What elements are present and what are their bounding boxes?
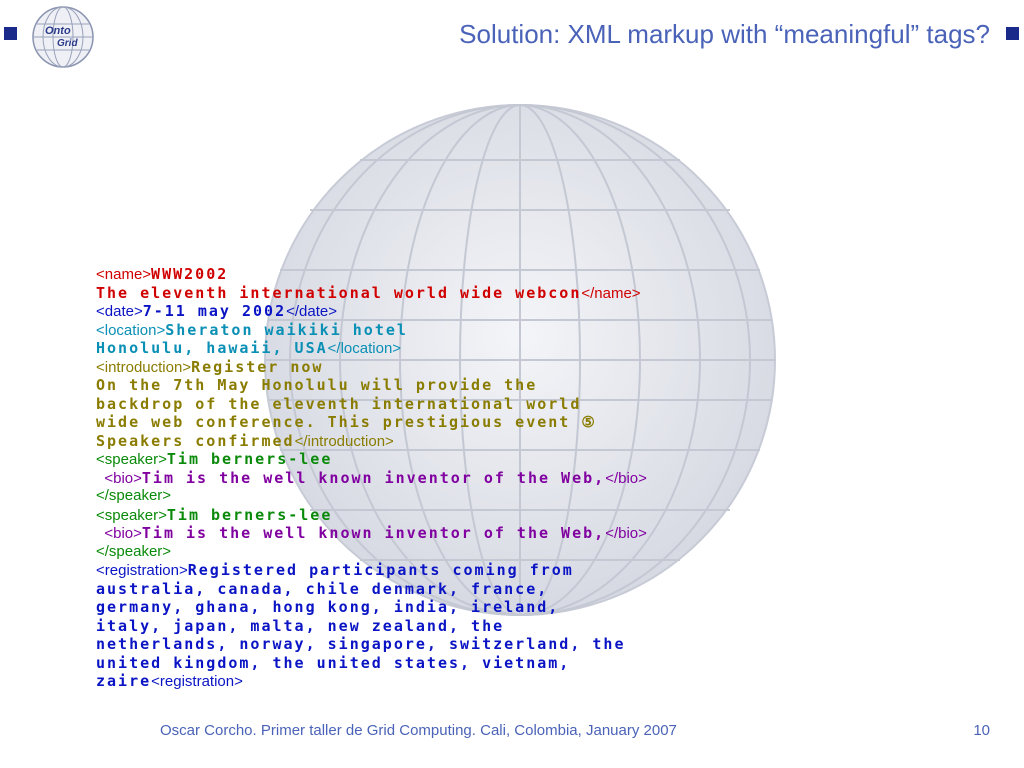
- footer-text: Oscar Corcho. Primer taller de Grid Comp…: [160, 722, 677, 739]
- garbled-text: australia, canada, chile denmark, france…: [96, 579, 549, 598]
- xml-line-registration-body: netherlands, norway, singapore, switzerl…: [96, 635, 996, 654]
- garbled-text: Honolulu, hawaii, USA: [96, 339, 328, 357]
- registration-open-tag: <registration>: [96, 562, 188, 579]
- xml-line-name-open: <name>WWW2002: [96, 265, 996, 284]
- registration-close-tag: <registration>: [151, 673, 243, 690]
- xml-line-registration-body: germany, ghana, hong kong, india, irelan…: [96, 598, 996, 617]
- garbled-text: germany, ghana, hong kong, india, irelan…: [96, 598, 560, 616]
- garbled-text: Speakers confirmed: [96, 431, 295, 450]
- garbled-text: italy, japan, malta, new zealand, the: [96, 616, 505, 635]
- xml-line-introduction-body: backdrop of the eleventh international w…: [96, 395, 996, 414]
- xml-line-introduction-close: Speakers confirmed</introduction>: [96, 432, 996, 451]
- xml-line-introduction-body: wide web conference. This prestigious ev…: [96, 413, 996, 432]
- xml-line-registration-close: zaire<registration>: [96, 672, 996, 691]
- date-open-tag: <date>: [96, 303, 143, 320]
- garbled-text: netherlands, norway, singapore, switzerl…: [96, 635, 626, 653]
- location-open-tag: <location>: [96, 321, 166, 339]
- garbled-text: zaire: [96, 672, 152, 690]
- speaker-open-tag: <speaker>: [96, 451, 167, 468]
- xml-listing: <name>WWW2002 The eleventh international…: [96, 265, 996, 691]
- garbled-text: Tim is the well known inventor of the We…: [141, 468, 606, 487]
- garbled-text: Tim is the well known inventor of the We…: [141, 524, 606, 542]
- garbled-text: wide web conference. This prestigious ev…: [96, 413, 597, 431]
- xml-line-speaker-close: </speaker>: [96, 543, 996, 562]
- xml-line-date: <date>7-11 may 2002</date>: [96, 302, 996, 321]
- name-open-tag: <name>: [96, 266, 152, 283]
- garbled-text: Register now: [191, 357, 324, 376]
- garbled-text: The eleventh international world wide we…: [96, 283, 582, 302]
- name-close-tag: </name>: [581, 284, 641, 302]
- garbled-text: backdrop of the eleventh international w…: [96, 394, 582, 413]
- location-close-tag: </location>: [327, 340, 402, 357]
- xml-line-speaker-open: <speaker>Tim berners-lee: [96, 506, 996, 525]
- speaker-close-tag: </speaker>: [96, 487, 172, 504]
- xml-line-location-body: Honolulu, hawaii, USA</location>: [96, 339, 996, 358]
- xml-line-bio: <bio>Tim is the well known inventor of t…: [96, 469, 996, 488]
- speaker-open-tag: <speaker>: [96, 506, 167, 524]
- garbled-text: On the 7th May Honolulu will provide the: [96, 376, 538, 394]
- page-number: 10: [973, 722, 990, 739]
- page-title: Solution: XML markup with “meaningful” t…: [459, 19, 990, 49]
- garbled-text: Tim berners-lee: [166, 505, 333, 524]
- bio-close-tag: </bio>: [605, 525, 647, 542]
- ontogrid-logo-icon: Onto Grid: [32, 6, 94, 68]
- speaker-close-tag: </speaker>: [96, 542, 172, 560]
- xml-line-registration-open: <registration>Registered participants co…: [96, 561, 996, 580]
- xml-line-registration-body: australia, canada, chile denmark, france…: [96, 580, 996, 599]
- bio-close-tag: </bio>: [605, 469, 647, 487]
- corner-square-left: [4, 27, 17, 40]
- corner-square-right: [1006, 27, 1019, 40]
- globe-watermark-icon: [264, 104, 776, 616]
- date-close-tag: </date>: [286, 303, 338, 320]
- xml-line-speaker-close: </speaker>: [96, 487, 996, 506]
- introduction-close-tag: </introduction>: [294, 432, 394, 450]
- xml-line-introduction-body: On the 7th May Honolulu will provide the: [96, 376, 996, 395]
- logo-text-bottom: Grid: [57, 38, 78, 49]
- introduction-open-tag: <introduction>: [96, 358, 192, 376]
- xml-line-speaker-open: <speaker>Tim berners-lee: [96, 450, 996, 469]
- garbled-text: Registered participants coming from: [187, 561, 574, 579]
- garbled-text: WWW2002: [151, 265, 229, 283]
- bio-open-tag: <bio>: [104, 525, 142, 542]
- xml-line-registration-body: italy, japan, malta, new zealand, the: [96, 617, 996, 636]
- xml-line-registration-body: united kingdom, the united states, vietn…: [96, 654, 996, 673]
- garbled-text: 7-11 may 2002: [142, 302, 287, 320]
- garbled-text: Sheraton waikiki hotel: [165, 320, 408, 339]
- xml-line-location-open: <location>Sheraton waikiki hotel: [96, 321, 996, 340]
- xml-line-introduction-open: <introduction>Register now: [96, 358, 996, 377]
- xml-line-name-body: The eleventh international world wide we…: [96, 284, 996, 303]
- garbled-text: Tim berners-lee: [166, 450, 333, 468]
- garbled-text: united kingdom, the united states, vietn…: [96, 653, 571, 672]
- xml-line-bio: <bio>Tim is the well known inventor of t…: [96, 524, 996, 543]
- logo-text-top: Onto: [45, 25, 71, 37]
- bio-open-tag: <bio>: [104, 469, 142, 487]
